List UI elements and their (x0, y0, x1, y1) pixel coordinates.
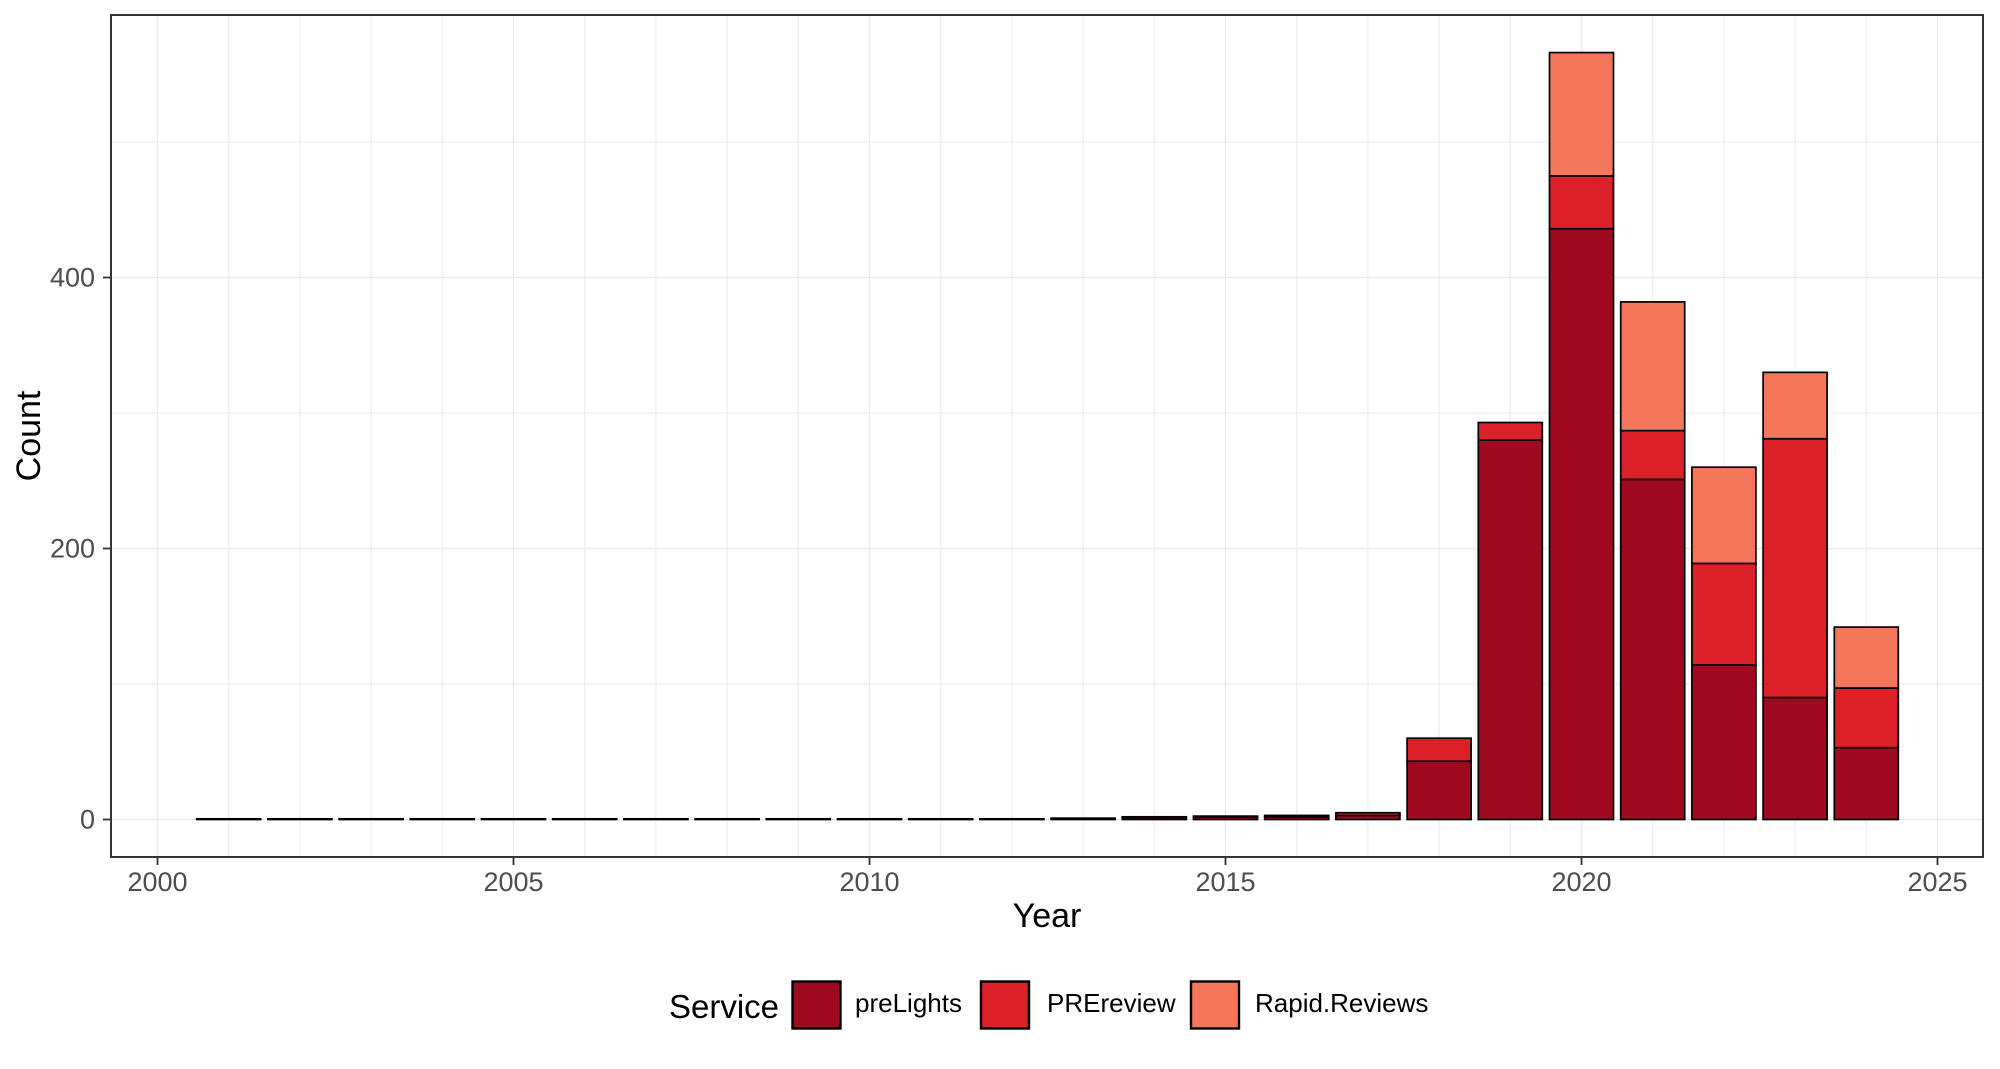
svg-text:Service: Service (669, 988, 779, 1025)
svg-text:2010: 2010 (839, 867, 899, 897)
svg-text:Year: Year (1013, 897, 1082, 935)
svg-text:0: 0 (80, 805, 95, 835)
svg-text:200: 200 (50, 534, 95, 564)
svg-text:2020: 2020 (1551, 867, 1611, 897)
svg-text:preLights: preLights (855, 988, 962, 1018)
svg-text:PREreview: PREreview (1047, 988, 1176, 1018)
svg-text:2000: 2000 (127, 867, 187, 897)
svg-text:Count: Count (10, 390, 48, 481)
svg-text:2005: 2005 (483, 867, 543, 897)
svg-text:400: 400 (50, 263, 95, 293)
svg-text:2025: 2025 (1907, 867, 1967, 897)
svg-text:Rapid.Reviews: Rapid.Reviews (1255, 988, 1428, 1018)
svg-text:2015: 2015 (1195, 867, 1255, 897)
